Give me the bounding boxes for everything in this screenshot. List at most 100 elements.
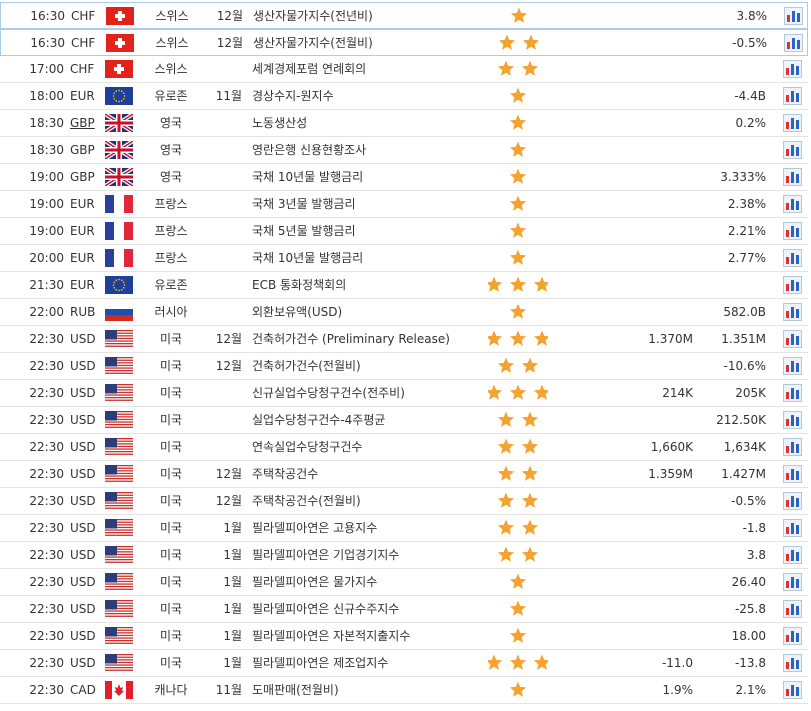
importance [509, 681, 527, 697]
flag-stripe [105, 613, 133, 615]
event-name: 생산자물가지수(전년비) [253, 9, 373, 23]
flag-stripe [105, 532, 133, 534]
importance-star [488, 654, 503, 670]
importance-star [509, 384, 527, 400]
flag-stripe [105, 578, 133, 580]
chart-button[interactable] [783, 627, 802, 645]
chart-button[interactable] [783, 168, 802, 186]
chart-button[interactable] [783, 411, 802, 429]
chart-button[interactable] [783, 573, 802, 591]
previous: 212.50K [716, 413, 766, 427]
flag [105, 195, 133, 213]
chart-icon-bar [786, 230, 789, 237]
importance-star [509, 249, 527, 265]
chart-button[interactable] [783, 438, 802, 456]
flag-stripe [105, 519, 133, 521]
flag [105, 222, 133, 240]
time: 17:00 [29, 62, 64, 76]
chart-button[interactable] [783, 600, 802, 618]
period: 12월 [215, 332, 242, 346]
country: 러시아 [154, 305, 188, 319]
chart-button[interactable] [783, 276, 802, 294]
previous: 2.77% [727, 251, 766, 265]
flag-stripe [105, 443, 133, 445]
chart-button[interactable] [783, 114, 802, 132]
flag-stripe [105, 521, 133, 523]
importance-star [497, 465, 515, 481]
chart-button[interactable] [783, 330, 802, 348]
chart-icon-bar [786, 122, 789, 129]
currency: GBP [70, 143, 95, 157]
previous: 18.00 [731, 629, 766, 643]
importance-star [509, 654, 527, 670]
flag-canton [105, 546, 117, 556]
importance-star [488, 276, 503, 292]
time: 19:00 [29, 197, 64, 211]
country: 미국 [159, 602, 183, 616]
chart-button[interactable] [783, 87, 802, 105]
importance-star [497, 60, 515, 76]
flag-canton [105, 357, 117, 367]
chart-button[interactable] [783, 357, 802, 375]
chart-button[interactable] [784, 34, 803, 52]
flag [105, 438, 133, 456]
flag-stripe [105, 559, 133, 561]
event-name: 국채 5년물 발행금리 [252, 224, 356, 238]
chart-icon-bar [786, 473, 789, 480]
chart-icon-bar [791, 226, 794, 237]
flag-stripe [105, 424, 133, 426]
chart-button[interactable] [783, 546, 802, 564]
flag [105, 303, 133, 321]
chart-icon-bar [786, 257, 789, 264]
importance [509, 114, 527, 130]
event-name: 필라델피아연은 물가지수 [252, 575, 378, 589]
flag-stripe [105, 372, 133, 374]
chart-button[interactable] [783, 681, 802, 699]
previous: 3.333% [720, 170, 766, 184]
chart-button[interactable] [783, 141, 802, 159]
chart-button[interactable] [783, 654, 802, 672]
country: 스위스 [155, 36, 189, 50]
chart-icon-bar [791, 172, 794, 183]
chart-button[interactable] [783, 465, 802, 483]
importance-star [509, 681, 527, 697]
period: 12월 [215, 359, 242, 373]
flag [105, 60, 133, 78]
chart-button[interactable] [783, 303, 802, 321]
flag [105, 384, 133, 402]
chart-button[interactable] [783, 519, 802, 537]
chart-icon-bar [796, 606, 799, 615]
flag-stripe [105, 367, 133, 369]
table-row: 22:30 USD 미국 12월 주택착공건수 1.359M 1.427M [0, 461, 808, 488]
chart-button[interactable] [783, 195, 802, 213]
flag-star [115, 99, 118, 102]
flag-stripe [105, 335, 133, 337]
importance-star [509, 600, 527, 616]
chart-button[interactable] [784, 7, 803, 25]
importance-star [509, 276, 527, 292]
flag-cross [115, 14, 125, 18]
chart-icon-bar [791, 550, 794, 561]
chart-button[interactable] [783, 60, 802, 78]
flag-star [115, 279, 118, 282]
chart-button[interactable] [783, 222, 802, 240]
chart-icon-bar [786, 689, 789, 696]
country: 캐나다 [154, 683, 188, 697]
importance-star [521, 546, 539, 562]
chart-button[interactable] [783, 384, 802, 402]
time: 20:00 [29, 251, 64, 265]
chart-button[interactable] [783, 492, 802, 510]
flag-stripe [105, 470, 133, 472]
importance-star [498, 34, 516, 50]
chart-icon-bar [797, 40, 800, 49]
flag-star [122, 92, 125, 95]
chart-icon-bar [786, 527, 789, 534]
importance-star [521, 411, 539, 427]
flag-star [118, 100, 120, 103]
time: 22:30 [29, 467, 64, 481]
event-name: 필라델피아연은 제조업지수 [252, 656, 389, 670]
flag [105, 357, 133, 375]
chart-button[interactable] [783, 249, 802, 267]
event-name: 건축허가건수(전월비) [252, 359, 361, 373]
chart-icon-bar [786, 500, 789, 507]
